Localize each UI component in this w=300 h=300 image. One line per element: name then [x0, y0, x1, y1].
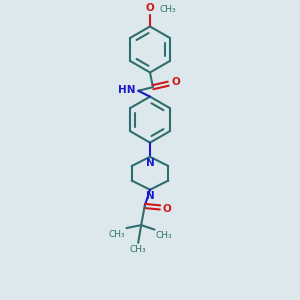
Text: O: O	[146, 4, 154, 14]
Text: N: N	[146, 158, 154, 168]
Text: CH₃: CH₃	[159, 5, 176, 14]
Text: CH₃: CH₃	[156, 231, 172, 240]
Text: CH₃: CH₃	[130, 245, 146, 254]
Text: N: N	[146, 191, 154, 201]
Text: HN: HN	[118, 85, 135, 94]
Text: O: O	[163, 204, 172, 214]
Text: CH₃: CH₃	[108, 230, 125, 238]
Text: O: O	[171, 77, 180, 88]
